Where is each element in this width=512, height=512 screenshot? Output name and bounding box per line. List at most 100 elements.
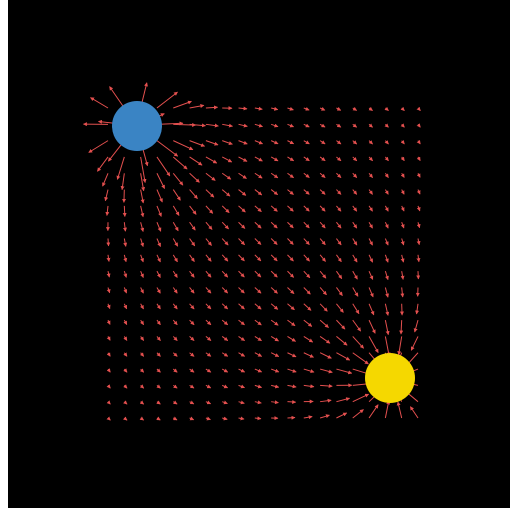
field-arrow xyxy=(416,205,421,212)
field-arrow xyxy=(140,254,144,263)
field-arrow xyxy=(189,205,197,215)
field-arrow xyxy=(368,270,374,280)
field-arrow xyxy=(352,172,358,178)
vector-field xyxy=(82,82,421,421)
field-arrow xyxy=(352,221,358,229)
field-arrow xyxy=(102,173,109,187)
field-arrow xyxy=(189,384,195,389)
field-arrow xyxy=(172,319,178,326)
field-arrow xyxy=(156,91,178,109)
field-arrow xyxy=(415,303,420,315)
field-arrow xyxy=(140,222,145,232)
field-arrow xyxy=(123,271,128,278)
field-arrow xyxy=(172,189,181,201)
field-arrow xyxy=(189,319,195,326)
field-arrow xyxy=(172,270,178,278)
field-arrow xyxy=(336,336,348,346)
field-arrow xyxy=(189,336,195,341)
field-arrow xyxy=(270,319,279,326)
field-arrow xyxy=(287,156,295,162)
field-arrow xyxy=(189,123,206,128)
field-arrow xyxy=(254,400,262,405)
field-arrow xyxy=(156,303,161,310)
field-arrow xyxy=(287,254,294,262)
field-arrow xyxy=(287,123,295,128)
field-arrow xyxy=(238,416,245,421)
field-arrow xyxy=(409,406,419,419)
field-arrow xyxy=(384,400,391,419)
field-arrow xyxy=(238,270,245,278)
field-arrow xyxy=(271,106,279,111)
field-arrow xyxy=(320,383,333,388)
field-arrow xyxy=(140,156,147,184)
field-arrow xyxy=(254,106,263,111)
field-arrow xyxy=(352,393,370,403)
field-arrow xyxy=(270,303,279,310)
field-arrow xyxy=(400,140,405,145)
field-arrow xyxy=(123,238,128,247)
field-arrow xyxy=(106,416,111,421)
field-arrow xyxy=(238,336,246,342)
field-arrow xyxy=(205,319,212,326)
field-arrow xyxy=(384,320,390,336)
field-arrow xyxy=(287,335,296,342)
field-arrow xyxy=(352,156,358,162)
field-arrow xyxy=(270,270,278,278)
field-arrow xyxy=(189,352,195,357)
field-arrow xyxy=(416,173,421,178)
field-arrow xyxy=(254,123,264,128)
field-arrow xyxy=(156,156,171,177)
field-arrow xyxy=(254,287,262,294)
field-arrow xyxy=(303,368,315,374)
field-arrow xyxy=(336,172,342,178)
field-arrow xyxy=(384,123,389,128)
field-arrow xyxy=(270,287,278,294)
field-arrow xyxy=(221,336,229,341)
field-arrow xyxy=(270,238,278,245)
field-arrow xyxy=(254,416,262,421)
field-arrow xyxy=(189,221,196,231)
field-arrow xyxy=(319,352,332,359)
field-arrow xyxy=(140,303,144,310)
field-arrow xyxy=(156,287,161,294)
field-arrow xyxy=(319,140,326,145)
field-arrow xyxy=(319,368,333,374)
field-arrow xyxy=(368,106,373,111)
field-arrow xyxy=(189,270,195,278)
field-arrow xyxy=(238,140,248,145)
field-arrow xyxy=(384,336,391,357)
field-arrow xyxy=(270,140,279,145)
field-arrow xyxy=(384,156,389,162)
field-arrow xyxy=(368,205,373,212)
field-arrow xyxy=(400,173,405,178)
field-arrow xyxy=(172,287,178,294)
field-arrow xyxy=(319,106,326,111)
field-arrow xyxy=(172,368,178,373)
field-arrow xyxy=(368,319,376,334)
field-arrow xyxy=(222,416,228,421)
field-arrow xyxy=(221,238,229,246)
field-arrow xyxy=(238,384,245,389)
field-arrow xyxy=(254,303,262,310)
field-arrow xyxy=(109,86,125,109)
field-arrow xyxy=(287,106,294,111)
field-arrow xyxy=(254,384,263,389)
field-arrow xyxy=(271,400,279,405)
field-arrow xyxy=(205,368,212,373)
field-arrow xyxy=(123,400,128,405)
field-arrow xyxy=(416,238,421,246)
field-arrow xyxy=(352,319,362,332)
field-arrow xyxy=(400,254,405,263)
field-arrow xyxy=(336,156,342,162)
field-arrow xyxy=(303,384,315,389)
field-arrow xyxy=(368,221,373,229)
field-arrow xyxy=(368,189,373,195)
field-arrow xyxy=(106,400,111,405)
field-arrow xyxy=(303,335,314,343)
field-arrow xyxy=(221,319,229,326)
field-arrow xyxy=(156,352,161,357)
field-arrow xyxy=(384,172,389,178)
field-arrow xyxy=(287,205,294,212)
field-arrow xyxy=(205,336,212,341)
